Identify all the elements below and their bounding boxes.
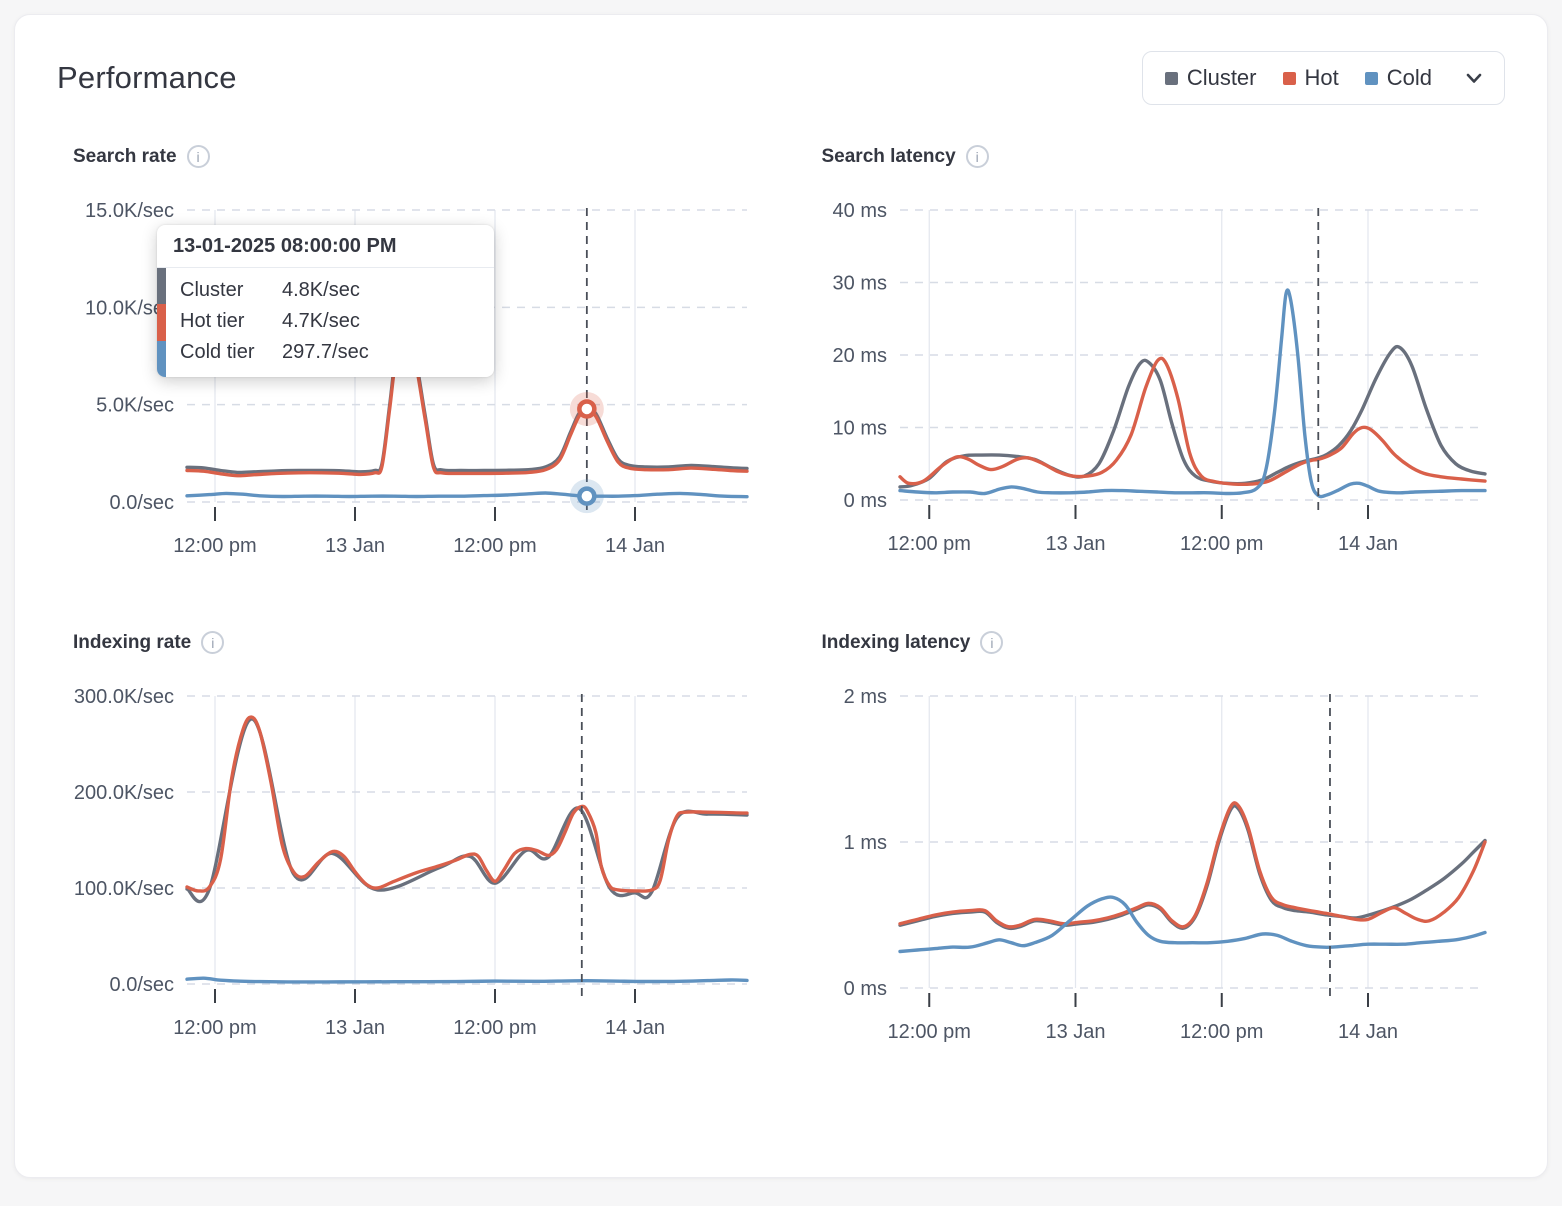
legend-swatch (1282, 71, 1296, 85)
chart-title-search-latency: Search latency i (822, 145, 1506, 168)
svg-text:1 ms: 1 ms (843, 832, 886, 854)
tooltip-color-strip (157, 268, 166, 377)
tooltip-row: Cold tier 297.7/sec (157, 337, 494, 368)
tooltip-series-value: 4.7K/sec (282, 310, 360, 332)
svg-text:12:00 pm: 12:00 pm (1180, 533, 1263, 555)
svg-text:0.0/sec: 0.0/sec (110, 974, 174, 996)
chevron-down-icon[interactable] (1464, 68, 1484, 88)
svg-text:0 ms: 0 ms (843, 978, 886, 1000)
svg-text:20 ms: 20 ms (832, 345, 886, 367)
search-rate-chart[interactable]: 0.0/sec 5.0K/sec 10.0K/sec 15.0K/sec 12:00 p… (69, 196, 768, 569)
tooltip-strip-segment (157, 268, 166, 305)
chart-title-indexing-rate: Indexing rate i (73, 631, 768, 654)
info-icon[interactable]: i (201, 631, 225, 654)
tooltip-row: Cluster 4.8K/sec (157, 275, 494, 306)
svg-text:100.0K/sec: 100.0K/sec (74, 878, 174, 900)
tooltip-strip-segment (157, 340, 166, 377)
legend-item-cold: Cold (1364, 65, 1432, 91)
legend-items: Cluster Hot Cold (1164, 65, 1432, 91)
legend-label: Cluster (1186, 65, 1257, 90)
svg-text:30 ms: 30 ms (832, 273, 886, 295)
tooltip-series-label: Cold tier (180, 341, 255, 363)
tooltip-body: Cluster 4.8K/sec Hot tier 4.7K/sec Cold tier… (157, 268, 494, 377)
tooltip-series-label: Cluster (180, 279, 244, 301)
indexing-latency-chart[interactable]: 0 ms 1 ms 2 ms 12:00 pm 13 Jan 12:00 pm 14 Jan (818, 682, 1506, 1055)
svg-text:14 Jan: 14 Jan (1337, 1021, 1397, 1043)
svg-text:2 ms: 2 ms (843, 686, 886, 708)
tooltip-series-value: 4.8K/sec (282, 279, 360, 301)
svg-text:0.0/sec: 0.0/sec (110, 492, 174, 514)
search-latency-svg: 0 ms 10 ms 20 ms 30 ms 40 ms 12:00 pm 13 Jan 12… (832, 200, 1487, 555)
svg-text:12:00 pm: 12:00 pm (173, 535, 256, 557)
svg-text:13 Jan: 13 Jan (325, 1017, 385, 1039)
svg-text:40 ms: 40 ms (832, 200, 886, 222)
svg-text:13 Jan: 13 Jan (1045, 1021, 1105, 1043)
chart-tooltip: 13-01-2025 08:00:00 PM Cluster 4.8K/sec Ho… (157, 225, 494, 377)
info-icon[interactable]: i (980, 631, 1004, 654)
tooltip-series-value: 297.7/sec (282, 341, 369, 363)
section-indexing-latency: Indexing latency i 0 ms 1 ms 2 ms 12:00 pm 1… (818, 631, 1506, 1055)
tooltip-strip-segment (157, 304, 166, 341)
svg-text:14 Jan: 14 Jan (1337, 533, 1397, 555)
legend-item-hot: Hot (1282, 65, 1339, 91)
chart-title-text: Search rate (73, 145, 177, 167)
svg-text:12:00 pm: 12:00 pm (453, 1017, 536, 1039)
svg-text:12:00 pm: 12:00 pm (1180, 1021, 1263, 1043)
tooltip-row: Hot tier 4.7K/sec (157, 306, 494, 337)
info-icon[interactable]: i (965, 145, 989, 168)
legend-dropdown[interactable]: Cluster Hot Cold (1141, 51, 1505, 105)
svg-text:15.0K/sec: 15.0K/sec (85, 200, 174, 222)
chart-title-indexing-latency: Indexing latency i (822, 631, 1506, 654)
section-search-rate: Search rate i 0.0/sec 5.0K/sec 10.0K/sec 15… (69, 145, 768, 569)
charts-grid: Search rate i 0.0/sec 5.0K/sec 10.0K/sec 15… (57, 139, 1505, 1055)
svg-text:12:00 pm: 12:00 pm (173, 1017, 256, 1039)
chart-title-text: Indexing rate (73, 631, 192, 653)
legend-label: Hot (1304, 65, 1339, 90)
svg-text:300.0K/sec: 300.0K/sec (74, 686, 174, 708)
svg-text:10 ms: 10 ms (832, 418, 886, 440)
performance-card: Performance Cluster Hot Cold Search rate i… (14, 14, 1548, 1178)
svg-text:14 Jan: 14 Jan (605, 1017, 665, 1039)
svg-text:5.0K/sec: 5.0K/sec (96, 395, 174, 417)
indexing-rate-chart[interactable]: 0.0/sec 100.0K/sec 200.0K/sec 300.0K/sec 12:… (69, 682, 768, 1051)
section-indexing-rate: Indexing rate i 0.0/sec 100.0K/sec 200.0K/… (69, 631, 768, 1055)
svg-text:0 ms: 0 ms (843, 490, 886, 512)
legend-label: Cold (1386, 65, 1432, 90)
search-latency-chart[interactable]: 0 ms 10 ms 20 ms 30 ms 40 ms 12:00 pm 13 Jan 12… (818, 196, 1506, 567)
svg-text:13 Jan: 13 Jan (1045, 533, 1105, 555)
svg-text:13 Jan: 13 Jan (325, 535, 385, 557)
svg-text:12:00 pm: 12:00 pm (887, 533, 970, 555)
search-rate-svg: 0.0/sec 5.0K/sec 10.0K/sec 15.0K/sec 12:00 p… (85, 200, 749, 557)
svg-text:14 Jan: 14 Jan (605, 535, 665, 557)
chart-title-text: Search latency (821, 145, 956, 167)
indexing-latency-svg: 0 ms 1 ms 2 ms 12:00 pm 13 Jan 12:00 pm 14 Jan (843, 686, 1487, 1043)
header-row: Performance Cluster Hot Cold (57, 51, 1505, 105)
tooltip-timestamp: 13-01-2025 08:00:00 PM (157, 225, 494, 268)
svg-text:12:00 pm: 12:00 pm (453, 535, 536, 557)
legend-swatch (1364, 71, 1378, 85)
info-icon[interactable]: i (186, 145, 210, 168)
indexing-rate-svg: 0.0/sec 100.0K/sec 200.0K/sec 300.0K/sec 12:… (74, 686, 749, 1039)
page-title: Performance (57, 60, 237, 95)
section-search-latency: Search latency i 0 ms 10 ms 20 ms 30 ms 40 m… (818, 145, 1506, 569)
tooltip-series-label: Hot tier (180, 310, 245, 332)
legend-item-cluster: Cluster (1164, 65, 1257, 91)
legend-swatch (1164, 71, 1178, 85)
chart-title-search-rate: Search rate i (73, 145, 768, 168)
chart-title-text: Indexing latency (821, 631, 971, 653)
svg-text:200.0K/sec: 200.0K/sec (74, 782, 174, 804)
svg-text:12:00 pm: 12:00 pm (887, 1021, 970, 1043)
svg-text:10.0K/sec: 10.0K/sec (85, 297, 174, 319)
